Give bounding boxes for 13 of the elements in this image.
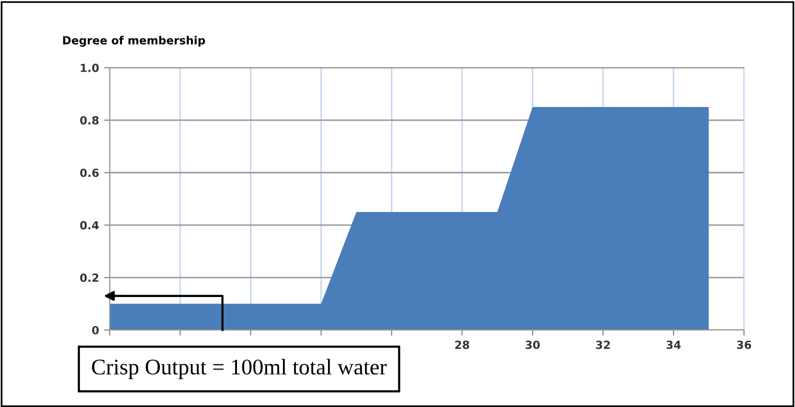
x-tick-label: 36: [737, 340, 752, 350]
x-tick-label: 28: [455, 340, 470, 350]
x-tick-label: 30: [526, 340, 540, 350]
y-tick-label: 0: [92, 326, 99, 334]
y-tick-label: 0.2: [80, 274, 98, 282]
x-tick-label: 34: [666, 340, 681, 350]
y-tick-label: 0.6: [80, 168, 99, 177]
y-tick-label: 0.8: [80, 116, 99, 125]
x-tick-label: 32: [596, 340, 610, 350]
y-tick-label: 1.0: [80, 64, 99, 72]
text: Crisp Output = 100ml total water: [92, 358, 387, 380]
y-tick-label: 0.4: [80, 221, 99, 230]
y-axis-title: Degree of membership: [63, 36, 206, 47]
